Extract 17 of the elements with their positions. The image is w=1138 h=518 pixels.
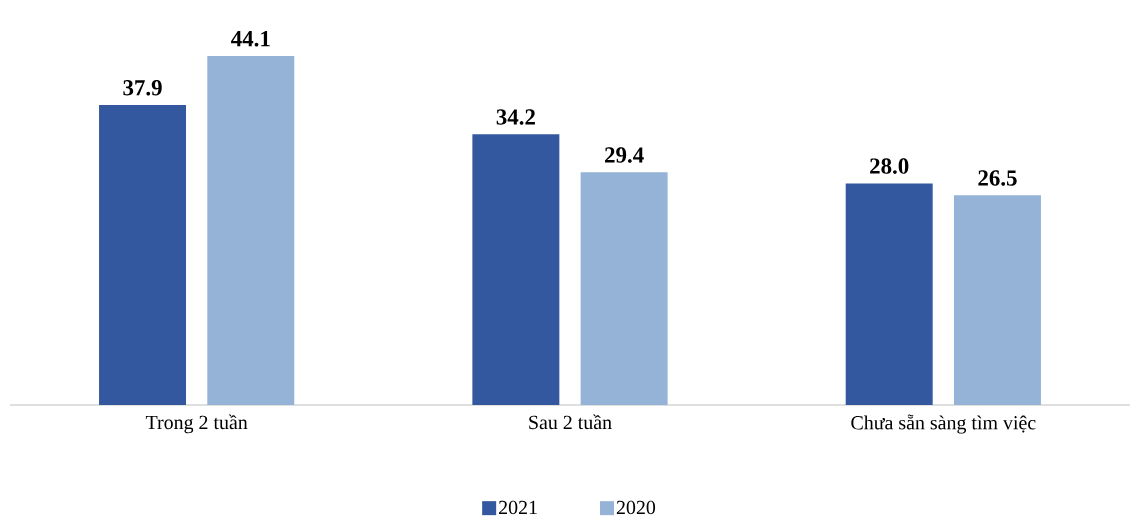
bar <box>580 172 668 405</box>
data-label: 37.9 <box>123 80 162 96</box>
bar <box>953 195 1041 405</box>
bar <box>472 134 560 405</box>
data-label: 29.4 <box>605 147 644 163</box>
data-label: 44.1 <box>231 31 270 47</box>
data-label: 34.2 <box>496 109 535 125</box>
legend-label: 2020 <box>616 500 656 515</box>
data-label: 28.0 <box>870 158 909 174</box>
legend-label: 2021 <box>499 500 537 515</box>
bar <box>99 105 187 405</box>
x-tick-label: Sau 2 tuần <box>529 414 612 430</box>
bar <box>845 183 933 405</box>
bar <box>207 55 295 405</box>
x-tick-label: Trong 2 tuần <box>145 414 248 434</box>
data-label: 26.5 <box>978 170 1017 186</box>
x-tick-label: Chưa sẵn sàng tìm việc <box>851 414 1036 434</box>
